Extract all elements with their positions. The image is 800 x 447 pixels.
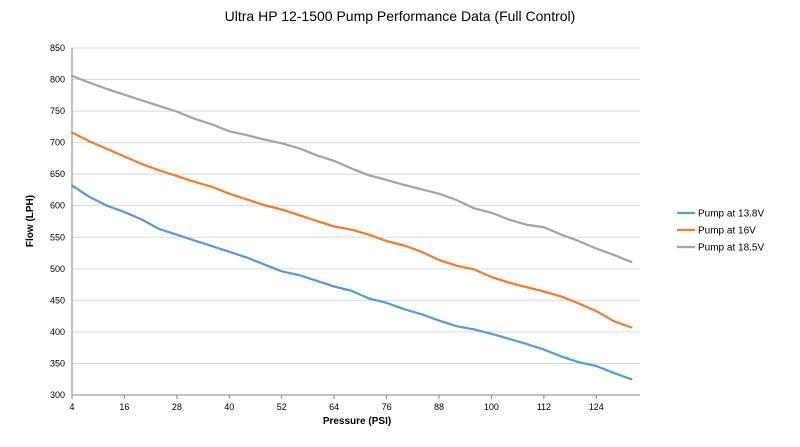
series-line-1 (70, 184, 633, 381)
series-line-3 (70, 74, 633, 264)
legend: Pump at 13.8V Pump at 16V Pump at 18.5V (677, 209, 764, 254)
x-tick-label: 76 (382, 402, 392, 412)
y-tick-label: 850 (50, 43, 65, 53)
y-tick-label: 600 (50, 201, 65, 211)
x-tick-label: 88 (434, 402, 444, 412)
x-tick-label: 112 (537, 402, 551, 412)
tick-labels: 300 350 400 450 500 550 600 650 700 750 800 850 4 16 2… (50, 43, 604, 412)
chart-title: Ultra HP 12-1500 Pump Performance Data (… (225, 8, 576, 24)
y-tick-label: 500 (50, 264, 65, 274)
x-tick-label: 52 (277, 402, 287, 412)
y-tick-label: 350 (50, 358, 65, 368)
y-tick-label: 750 (50, 106, 65, 116)
y-tick-label: 450 (50, 295, 65, 305)
x-tick-label: 64 (329, 402, 339, 412)
x-axis-label: Pressure (PSI) (323, 416, 391, 427)
axes (71, 48, 640, 399)
x-tick-label: 124 (589, 402, 604, 412)
x-tick-label: 28 (172, 402, 182, 412)
y-tick-label: 400 (50, 327, 65, 337)
x-tick-label: 100 (484, 402, 499, 412)
y-tick-label: 700 (50, 138, 65, 148)
x-tick-label: 4 (69, 402, 74, 412)
legend-label: Pump at 18.5V (698, 243, 764, 254)
y-tick-label: 550 (50, 232, 65, 242)
y-tick-label: 300 (50, 390, 65, 400)
series-line-2 (70, 131, 633, 329)
y-tick-label: 800 (50, 75, 65, 85)
y-tick-label: 650 (50, 169, 65, 179)
x-tick-label: 40 (224, 402, 234, 412)
series-lines (70, 74, 633, 381)
legend-label: Pump at 16V (698, 226, 756, 237)
y-axis-label: Flow (LPH) (25, 195, 36, 247)
gridlines (72, 47, 640, 364)
legend-label: Pump at 13.8V (698, 209, 764, 220)
x-tick-label: 16 (119, 402, 129, 412)
